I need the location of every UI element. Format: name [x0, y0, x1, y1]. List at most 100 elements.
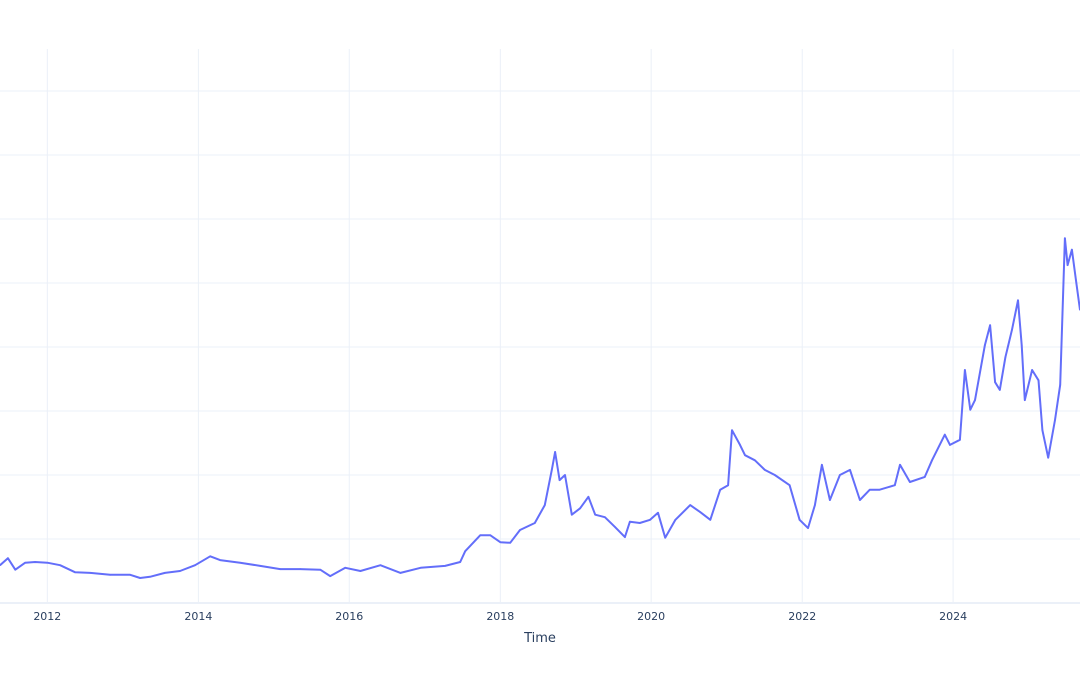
- data-point: [614, 526, 616, 528]
- data-point: [329, 575, 332, 577]
- data-point: [59, 564, 61, 567]
- data-point: [1031, 369, 1033, 371]
- data-point: [727, 484, 729, 487]
- data-point: [74, 571, 77, 574]
- data-point: [1041, 429, 1044, 432]
- x-tick-label: 2024: [939, 610, 967, 623]
- data-point: [344, 567, 347, 569]
- data-point: [994, 381, 996, 384]
- data-point: [657, 511, 659, 514]
- x-tick-label: 2020: [637, 610, 665, 623]
- data-point: [550, 469, 553, 471]
- data-point: [1054, 419, 1056, 421]
- data-point: [194, 564, 196, 567]
- data-point: [1066, 264, 1069, 266]
- data-point: [543, 504, 546, 506]
- data-point: [894, 484, 896, 487]
- x-tick-label: 2016: [335, 610, 363, 623]
- data-point: [399, 572, 402, 574]
- data-point: [587, 495, 590, 498]
- data-point: [164, 572, 166, 574]
- data-point: [1020, 344, 1023, 346]
- data-point: [1037, 379, 1040, 382]
- data-point: [46, 561, 49, 564]
- data-point: [699, 511, 701, 513]
- data-point: [999, 389, 1001, 391]
- data-point: [674, 519, 677, 521]
- data-point: [764, 469, 766, 471]
- data-point: [689, 504, 692, 506]
- data-point: [509, 542, 512, 544]
- data-point: [139, 577, 141, 579]
- x-tick-label: 2012: [33, 610, 61, 623]
- data-point: [14, 568, 17, 571]
- data-point: [1011, 328, 1013, 331]
- data-point: [219, 559, 221, 561]
- data-point: [359, 570, 362, 572]
- data-point: [319, 568, 322, 571]
- data-point: [974, 399, 976, 401]
- data-point: [499, 541, 502, 543]
- data-point: [839, 474, 841, 476]
- data-point: [579, 507, 581, 510]
- data-point: [984, 344, 986, 346]
- data-point: [419, 567, 422, 569]
- x-axis-ticks: 2012 2014 2016 2018 2020 2022 2024: [33, 610, 967, 623]
- data-point: [664, 536, 667, 539]
- data-point: [773, 474, 776, 476]
- data-point: [807, 527, 809, 529]
- data-point: [299, 568, 302, 570]
- data-point: [754, 459, 756, 462]
- data-point: [969, 408, 972, 411]
- data-point: [149, 575, 151, 578]
- data-point: [709, 519, 712, 521]
- data-point: [0, 564, 1, 567]
- data-point: [1007, 344, 1010, 346]
- series-line-0: [0, 237, 1080, 579]
- data-point: [859, 499, 861, 501]
- data-point: [959, 439, 961, 441]
- data-point: [744, 454, 746, 456]
- data-point: [1024, 399, 1026, 401]
- data-point: [594, 513, 596, 516]
- data-point: [1064, 237, 1066, 239]
- data-point: [639, 522, 641, 524]
- data-point: [798, 519, 801, 521]
- data-point: [923, 476, 926, 478]
- data-point: [788, 484, 791, 487]
- data-point: [719, 488, 722, 491]
- series-line-group: [0, 237, 1080, 579]
- data-point: [821, 463, 823, 466]
- data-point: [649, 519, 651, 521]
- data-point: [379, 564, 382, 567]
- data-point: [878, 488, 881, 491]
- data-point: [459, 561, 462, 563]
- data-point: [1047, 456, 1049, 459]
- data-point: [34, 561, 36, 563]
- data-point: [1071, 248, 1073, 251]
- data-point: [1059, 383, 1061, 386]
- data-point: [604, 516, 606, 519]
- data-point: [7, 557, 9, 559]
- data-point: [489, 534, 491, 536]
- data-point: [1075, 279, 1077, 281]
- data-point: [464, 550, 466, 552]
- gridlines: [0, 49, 1080, 604]
- data-point: [279, 568, 282, 570]
- data-point: [89, 572, 92, 574]
- data-point: [909, 481, 911, 483]
- data-point: [444, 565, 446, 567]
- data-point: [949, 444, 951, 446]
- data-point: [849, 469, 851, 471]
- data-point: [534, 522, 536, 524]
- data-point: [1017, 299, 1019, 302]
- data-point: [179, 570, 181, 572]
- data-point: [259, 565, 261, 567]
- data-point: [944, 433, 946, 436]
- data-point: [239, 561, 241, 564]
- data-point: [814, 504, 816, 506]
- data-point: [989, 324, 991, 327]
- x-tick-label: 2022: [788, 610, 816, 623]
- data-point: [624, 536, 626, 538]
